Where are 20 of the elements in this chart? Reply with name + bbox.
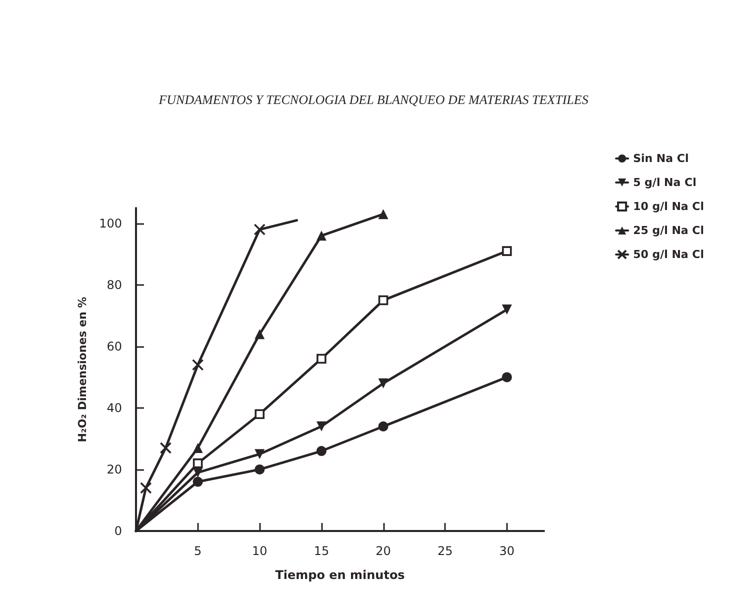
y-tick-label: 100 xyxy=(99,216,122,230)
x-axis-title: Tiempo en minutos xyxy=(275,568,405,582)
x-tick-label: 25 xyxy=(437,544,453,558)
x-tick-label: 5 xyxy=(194,544,202,558)
legend-label: 5 g/l Na Cl xyxy=(633,176,696,189)
y-tick-label: 0 xyxy=(114,524,122,538)
x-tick-label: 15 xyxy=(314,544,330,558)
y-tick-label: 20 xyxy=(106,462,122,476)
legend-label: 50 g/l Na Cl xyxy=(633,248,704,261)
legend-label: 25 g/l Na Cl xyxy=(633,224,704,237)
x-tick-label: 20 xyxy=(376,544,391,558)
y-tick-label: 40 xyxy=(106,400,122,415)
x-tick-label: 30 xyxy=(499,544,515,558)
legend-label: Sin Na Cl xyxy=(633,152,689,165)
chart-title: FUNDAMENTOS Y TECNOLOGIA DEL BLANQUEO DE MATERIAS TEXTILES xyxy=(158,92,589,107)
y-axis-title: H₂O₂ Dimensiones en % xyxy=(76,296,90,442)
x-tick-label: 10 xyxy=(252,544,268,558)
y-tick-label: 60 xyxy=(106,339,122,354)
legend-label: 10 g/l Na Cl xyxy=(633,200,704,213)
y-tick-label: 80 xyxy=(106,278,122,292)
